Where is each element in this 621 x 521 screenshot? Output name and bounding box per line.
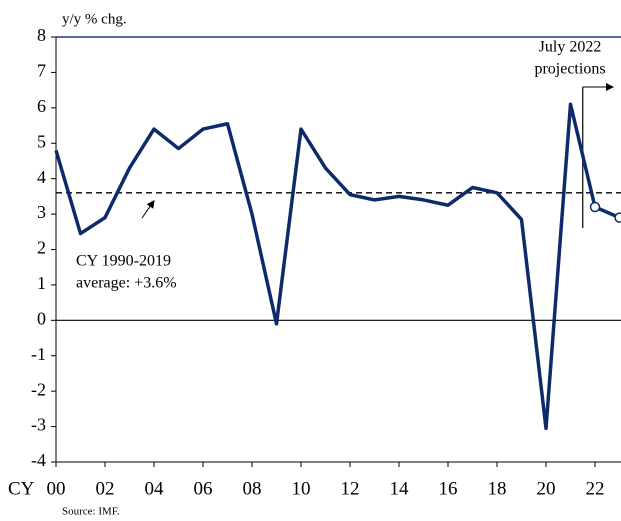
x-tick-label: 04	[145, 478, 165, 499]
x-tick-label: 06	[194, 478, 213, 499]
x-tick-label: 08	[243, 478, 262, 499]
source: Source: IMF.	[62, 506, 120, 518]
projection-annotation: July 2022	[539, 39, 602, 56]
y-tick-label: -3	[31, 415, 46, 435]
y-tick-label: 6	[37, 96, 46, 116]
x-tick-label: 02	[96, 478, 115, 499]
y-tick-label: 8	[37, 25, 46, 45]
x-tick-label: 18	[488, 478, 507, 499]
y-tick-label: -1	[31, 344, 46, 364]
y-tick-label: 4	[37, 167, 46, 187]
x-tick-label: 12	[341, 478, 360, 499]
projection-annotation: projections	[534, 61, 605, 78]
series-line	[54, 102, 621, 431]
x-tick-label: 14	[390, 478, 410, 499]
average-annotation: CY 1990-2019	[76, 253, 171, 270]
y-tick-label: 1	[37, 273, 46, 293]
x-prefix: CY	[8, 478, 35, 499]
x-tick-label: 10	[292, 478, 311, 499]
y-axis-label: y/y % chg.	[62, 11, 127, 27]
projection-marker	[614, 212, 621, 223]
x-tick-label: 00	[47, 478, 66, 499]
projection-marker	[589, 201, 601, 213]
average-annotation: average: +3.6%	[76, 275, 177, 292]
y-tick-label: 0	[37, 308, 46, 328]
y-tick-label: 3	[37, 202, 46, 222]
y-tick-label: 7	[37, 61, 46, 81]
x-tick-label: 16	[439, 478, 458, 499]
x-tick-label: 20	[537, 478, 556, 499]
average-arrow	[141, 200, 155, 219]
y-tick-label: -2	[31, 379, 46, 399]
y-tick-label: 5	[37, 131, 46, 151]
x-tick-label: 22	[586, 478, 605, 499]
y-tick-label: 2	[37, 238, 46, 258]
y-tick-label: -4	[31, 450, 46, 470]
